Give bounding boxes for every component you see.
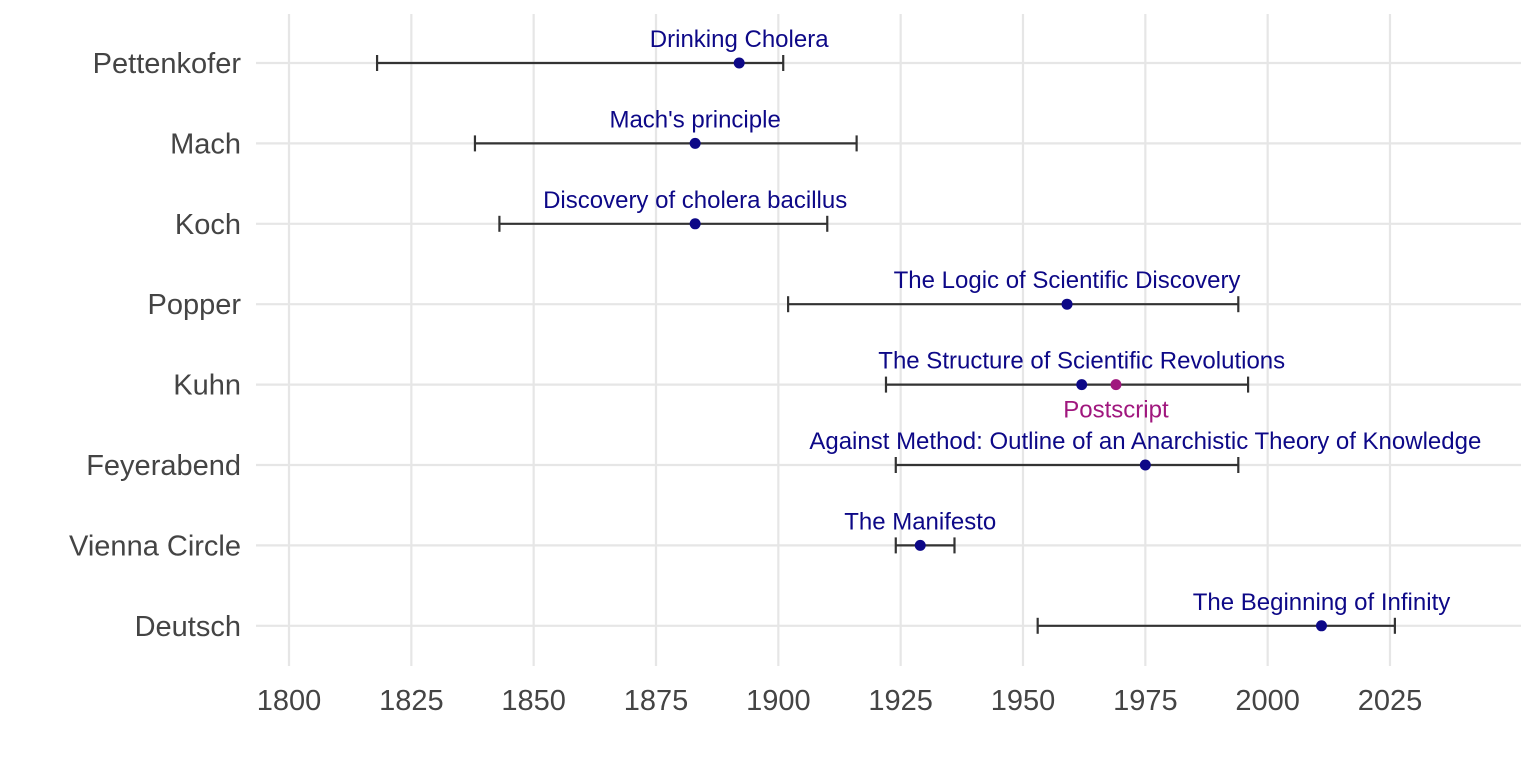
grid-layer [256, 14, 1521, 666]
work-label: Against Method: Outline of an Anarchisti… [809, 428, 1481, 455]
work-label: The Structure of Scientific Revolutions [878, 348, 1285, 375]
x-tick-label: 1800 [257, 685, 322, 717]
y-tick-label: Mach [170, 128, 241, 160]
work-point [1061, 298, 1073, 310]
work-point [1076, 379, 1088, 391]
work-point [1110, 379, 1122, 391]
y-tick-label: Feyerabend [86, 450, 241, 482]
x-axis-labels: 1800 1825 1850 1875 1900 1925 1950 1975 2000 2025 [257, 685, 1423, 717]
work-point [1315, 620, 1327, 632]
x-tick-label: 1900 [746, 685, 811, 717]
work-point [733, 57, 745, 69]
work-label: Mach's principle [609, 106, 780, 133]
x-tick-label: 2000 [1235, 685, 1300, 717]
lifespan-layer [375, 55, 1396, 634]
x-tick-label: 1875 [624, 685, 689, 717]
lifespan-bar [498, 215, 829, 232]
y-tick-label: Deutsch [135, 611, 241, 643]
work-label: The Beginning of Infinity [1193, 589, 1451, 616]
work-point [689, 218, 701, 230]
x-tick-label: 1925 [868, 685, 933, 717]
lifespan-bar [884, 376, 1250, 393]
work-point [689, 137, 701, 149]
y-tick-label: Koch [175, 209, 241, 241]
x-tick-label: 1950 [991, 685, 1056, 717]
work-label: Postscript [1063, 397, 1169, 424]
y-tick-label: Vienna Circle [69, 530, 241, 562]
work-point [1139, 459, 1151, 471]
lifespan-bar [894, 457, 1240, 473]
x-tick-label: 1825 [379, 685, 444, 717]
work-point-layer [689, 57, 1327, 632]
work-label: Drinking Cholera [650, 26, 829, 53]
y-tick-label: Pettenkofer [93, 48, 242, 80]
work-label: Discovery of cholera bacillus [543, 187, 847, 214]
y-axis-labels: Pettenkofer Mach Koch Popper Kuhn Feyerabend V… [69, 48, 241, 643]
lifespan-bar [787, 296, 1240, 313]
work-label: The Logic of Scientific Discovery [894, 267, 1241, 294]
work-label: The Manifesto [844, 508, 996, 535]
lifespan-bar [473, 135, 858, 152]
x-tick-label: 1975 [1113, 685, 1178, 717]
x-tick-label: 2025 [1358, 685, 1423, 717]
work-point [914, 539, 926, 551]
x-tick-label: 1850 [501, 685, 566, 717]
y-tick-label: Kuhn [173, 370, 241, 402]
lifespan-bar [1036, 617, 1396, 634]
lifespan-bar [375, 55, 785, 71]
work-label-layer: Drinking Cholera Mach's principle Discover… [543, 26, 1481, 616]
y-tick-label: Popper [147, 289, 241, 321]
